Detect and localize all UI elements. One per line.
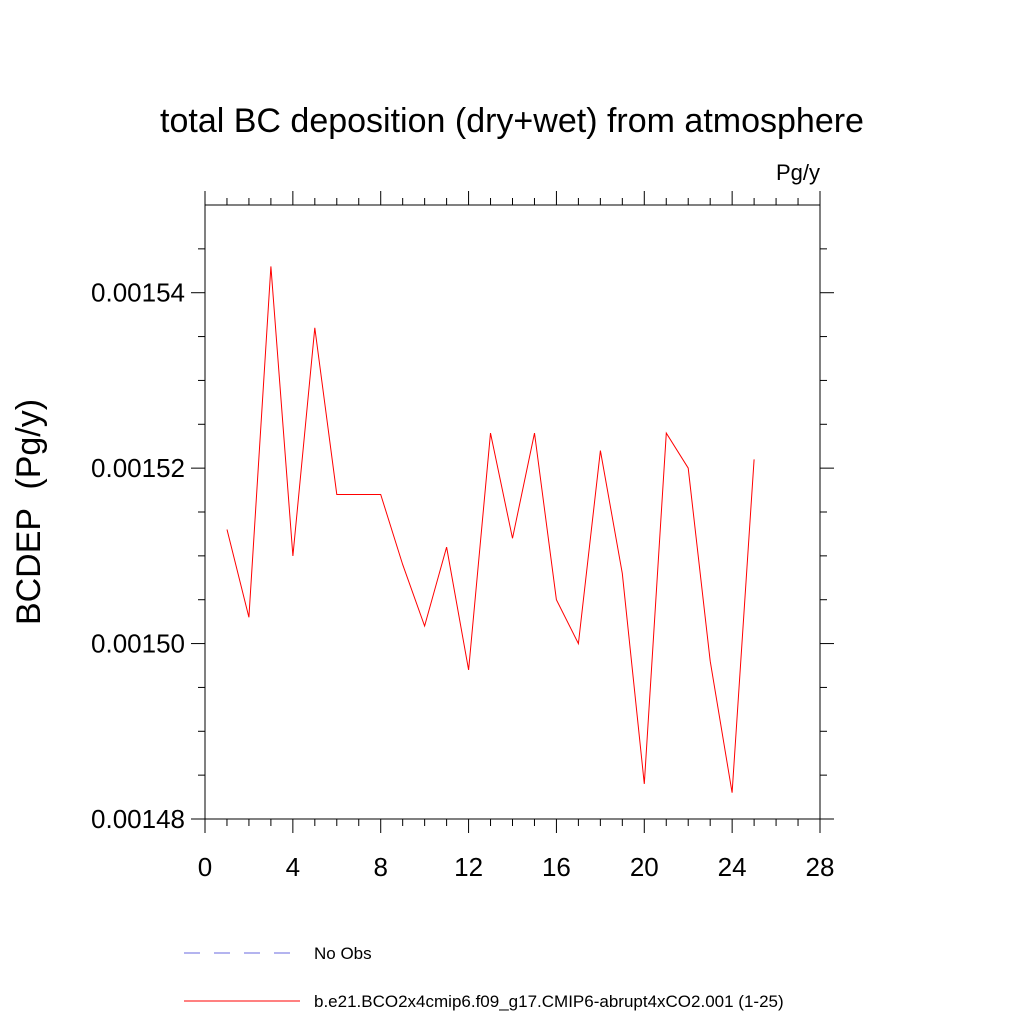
series-line bbox=[226, 266, 755, 793]
units-label: Pg/y bbox=[776, 160, 820, 185]
legend: No Obs b.e21.BCO2x4cmip6.f09_g17.CMIP6-a… bbox=[184, 944, 784, 1011]
x-tick-label: 4 bbox=[286, 852, 300, 882]
x-tick-label: 8 bbox=[373, 852, 387, 882]
x-tick-label: 28 bbox=[806, 852, 835, 882]
y-tick-label: 0.00152 bbox=[91, 453, 185, 483]
legend-label-model: b.e21.BCO2x4cmip6.f09_g17.CMIP6-abrupt4x… bbox=[314, 992, 784, 1011]
x-tick-label: 20 bbox=[630, 852, 659, 882]
y-tick-label: 0.00150 bbox=[91, 629, 185, 659]
series bbox=[226, 266, 755, 793]
x-tick-label: 12 bbox=[454, 852, 483, 882]
tick-labels: 0 4 8 12 16 20 24 28 0.00148 0.00150 0.00152 0.0015… bbox=[91, 278, 834, 882]
legend-label-no-obs: No Obs bbox=[314, 944, 372, 963]
x-tick-label: 24 bbox=[718, 852, 747, 882]
y-tick-label: 0.00154 bbox=[91, 278, 185, 308]
y-tick-label: 0.00148 bbox=[91, 804, 185, 834]
x-tick-label: 16 bbox=[542, 852, 571, 882]
ticks bbox=[191, 191, 834, 833]
x-tick-label: 0 bbox=[198, 852, 212, 882]
y-axis-label: BCDEP (Pg/y) bbox=[10, 399, 48, 625]
chart-title: total BC deposition (dry+wet) from atmos… bbox=[160, 102, 864, 140]
